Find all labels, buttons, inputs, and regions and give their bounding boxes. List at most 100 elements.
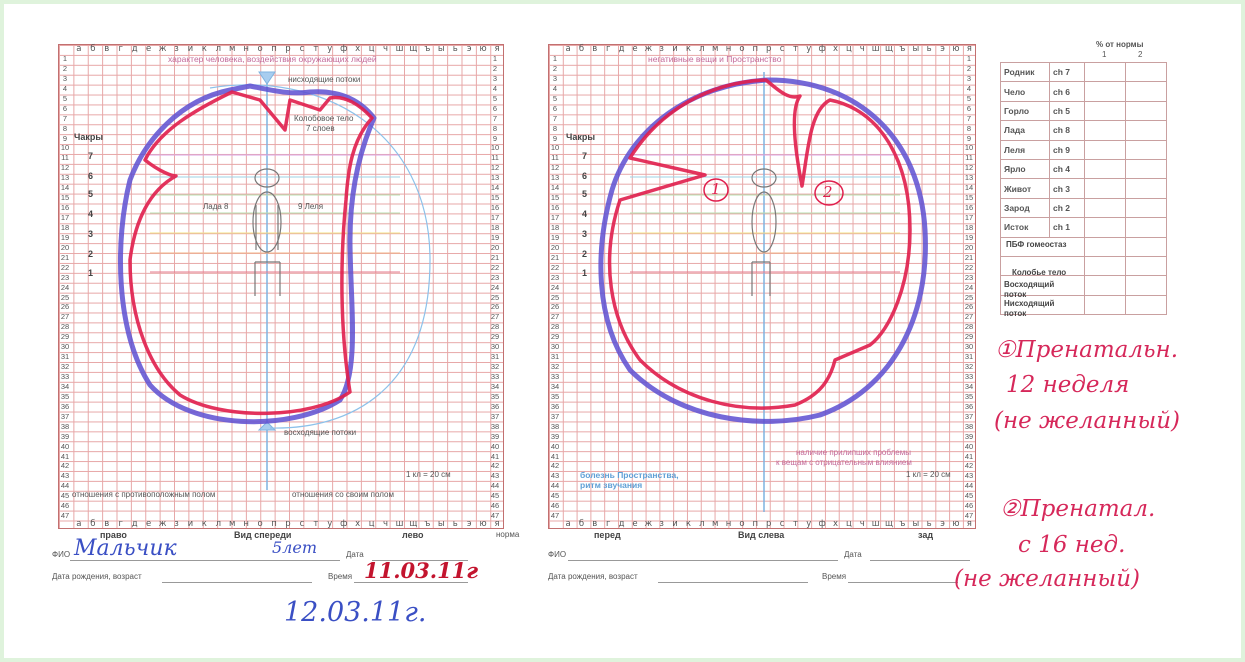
column-letter: г <box>118 44 123 54</box>
row-number: 33 <box>490 372 500 381</box>
descending-flows-label: нисходящие потоки <box>288 75 361 84</box>
column-letter: ы <box>912 519 920 529</box>
row-number: 10 <box>490 143 500 153</box>
row-number: 4 <box>552 83 558 93</box>
marker-2-label: 2 <box>823 183 833 201</box>
row-number: 16 <box>964 203 974 213</box>
row-number: 15 <box>964 193 974 203</box>
row-number: 5 <box>62 93 68 103</box>
right-row-numbers: 1 2 3 4 5 6 7 8 9 10 11 12 13 14 15 16 17 18 19 20 21 22 23 24 2… <box>548 54 562 521</box>
row-number: 44 <box>964 481 974 491</box>
column-letter: х <box>833 519 839 529</box>
row-number: 8 <box>966 123 972 133</box>
column-letter: н <box>243 519 249 529</box>
row-number: 20 <box>490 242 500 252</box>
row-number: 35 <box>490 391 500 401</box>
row-number: 2 <box>62 63 68 73</box>
row-number: 46 <box>964 501 974 511</box>
column-letter: е <box>632 44 638 54</box>
row-number: 20 <box>60 242 70 252</box>
row-number: 17 <box>490 213 500 222</box>
column-letter: ю <box>479 44 487 54</box>
column-letter: я <box>494 519 500 529</box>
row-number: 31 <box>550 352 560 362</box>
row-number: 20 <box>550 242 560 252</box>
column-letter: в <box>592 519 598 529</box>
row-number: 19 <box>964 232 974 242</box>
row-number: 39 <box>964 431 974 441</box>
column-letter: х <box>355 519 361 529</box>
row-number: 34 <box>550 381 560 391</box>
row-number: 42 <box>490 461 500 471</box>
row-number: 15 <box>550 193 560 203</box>
column-letter: е <box>632 519 638 529</box>
row-number: 40 <box>550 441 560 451</box>
legend-kolob: Колобье тело <box>1012 268 1067 277</box>
chakra-number: 1 <box>88 268 94 278</box>
row-number: 13 <box>964 173 974 183</box>
column-letter: л <box>699 44 705 54</box>
row-number: 1 <box>62 54 68 63</box>
row-number: 16 <box>550 203 560 213</box>
column-letter: ф <box>340 44 348 54</box>
row-number: 35 <box>964 391 974 401</box>
column-letter: б <box>578 519 585 529</box>
column-letter: н <box>725 44 732 54</box>
column-letter: ж <box>158 44 167 54</box>
right-birth-label: Дата рождения, возраст <box>548 572 638 581</box>
row-number: 16 <box>60 203 70 213</box>
row-number: 5 <box>492 93 498 103</box>
row-number: 12 <box>550 163 560 173</box>
row-number: 39 <box>550 431 560 441</box>
row-number: 4 <box>62 83 68 93</box>
row-number: 22 <box>60 262 70 272</box>
row-number: 8 <box>552 123 558 133</box>
column-letter: г <box>605 44 611 54</box>
row-number: 32 <box>964 362 974 372</box>
row-number: 39 <box>60 431 70 441</box>
row-number: 40 <box>490 441 500 451</box>
row-number: 21 <box>550 252 560 262</box>
chakra-number: 7 <box>582 151 588 161</box>
handwritten-date: 11.03.11г <box>364 558 479 583</box>
row-number: 14 <box>60 183 70 193</box>
column-letter: л <box>699 519 705 529</box>
note1-line1: ①Пренатальн. <box>995 337 1179 363</box>
row-number: 33 <box>964 372 974 381</box>
column-letter: ж <box>158 519 167 529</box>
column-letter: ы <box>437 519 445 529</box>
row-number: 38 <box>490 421 500 431</box>
row-number: 24 <box>60 282 70 292</box>
row-number: 9 <box>62 133 68 143</box>
note2-line2: с 16 нед. <box>1018 532 1126 558</box>
row-number: 18 <box>60 222 70 232</box>
note1-line2: 12 неделя <box>1006 372 1130 398</box>
column-letter: в <box>592 44 598 54</box>
row-number: 47 <box>60 511 70 521</box>
column-letter: ъ <box>424 519 431 529</box>
column-letter: ю <box>952 519 960 529</box>
column-letter: к <box>201 519 207 529</box>
legend-row: Леля ch 9 <box>1000 139 1167 160</box>
row-number: 6 <box>966 103 972 113</box>
column-letter: м <box>711 519 719 529</box>
legend-col2: 2 <box>1138 50 1143 59</box>
row-number: 40 <box>60 441 70 451</box>
column-letter: о <box>739 44 745 54</box>
row-number: 47 <box>490 511 500 521</box>
row-number: 44 <box>60 481 70 491</box>
row-number: 31 <box>964 352 974 362</box>
column-letter: к <box>685 519 691 529</box>
row-number: 19 <box>60 232 70 242</box>
row-number: 14 <box>964 183 974 193</box>
right-chart-title: негативные вещи и Пространство <box>648 54 782 64</box>
chakra-number: 4 <box>88 209 94 219</box>
row-number: 34 <box>60 381 70 391</box>
legend-row: Зарод ch 2 <box>1000 197 1167 219</box>
column-letter: п <box>752 519 759 529</box>
row-number: 6 <box>62 103 68 113</box>
column-letter: т <box>313 519 319 529</box>
row-number: 35 <box>550 391 560 401</box>
